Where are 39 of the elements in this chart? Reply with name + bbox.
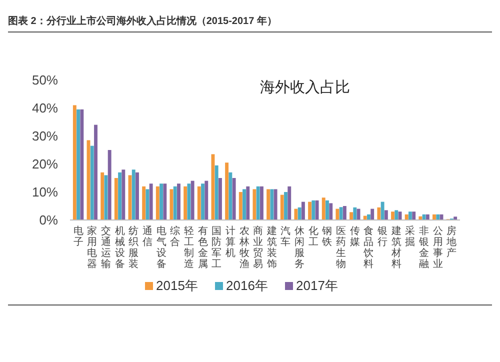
y-tick-label: 40% — [32, 100, 58, 116]
x-tick-label: 建筑材料 — [390, 225, 402, 270]
x-tick-label: 公用事业 — [432, 225, 443, 270]
x-tick-label: 银行 — [376, 226, 388, 248]
x-tick-label: 房地产 — [446, 225, 457, 259]
y-tick-label: 0% — [39, 212, 58, 228]
y-tick-label: 50% — [32, 72, 58, 88]
x-tick-label: 采掘 — [405, 225, 416, 248]
x-tick-label: 家用电器 — [87, 225, 98, 270]
y-tick-label: 10% — [32, 184, 58, 200]
x-tick-label: 电气设备 — [156, 225, 166, 270]
x-tick-label: 机械设备 — [114, 225, 125, 270]
legend-label: 2015年 — [156, 278, 198, 293]
chart-title: 图表 2：分行业上市公司海外收入占比情况（2015-2017 年） — [8, 15, 277, 27]
x-tick-label: 汽车 — [280, 225, 291, 248]
x-tick-label: 计算机 — [225, 225, 236, 259]
x-tick-label: 电子 — [73, 225, 84, 248]
x-tick-label: 食品饮料 — [362, 225, 374, 270]
x-tick-label: 建筑装饰 — [266, 225, 277, 270]
legend-label: 2017年 — [296, 278, 338, 293]
x-tick-label: 传媒 — [350, 226, 360, 248]
x-tick-label: 化工 — [308, 225, 318, 248]
x-tick-label: 通信 — [142, 225, 152, 248]
x-tick-label: 农林牧渔 — [238, 226, 250, 270]
x-tick-label: 钢铁 — [321, 226, 332, 248]
x-tick-label: 纺织服装 — [128, 225, 139, 270]
y-tick-label: 20% — [32, 156, 58, 172]
y-tick-label: 30% — [32, 128, 58, 144]
chart-subtitle: 海外收入占比 — [260, 79, 350, 96]
x-tick-label: 医药生物 — [336, 226, 346, 270]
x-tick-label: 交通运输 — [100, 225, 111, 270]
x-tick-label: 国防军工 — [212, 226, 222, 270]
x-tick-label: 有色金属 — [198, 225, 208, 270]
legend-label: 2016年 — [226, 278, 268, 293]
x-tick-label: 商业贸易 — [253, 225, 264, 270]
x-tick-label: 轻工制造 — [184, 225, 194, 270]
x-tick-label: 非银金融 — [418, 225, 430, 270]
x-tick-label: 休闲服务 — [294, 226, 305, 270]
x-tick-label: 综合 — [170, 225, 180, 248]
